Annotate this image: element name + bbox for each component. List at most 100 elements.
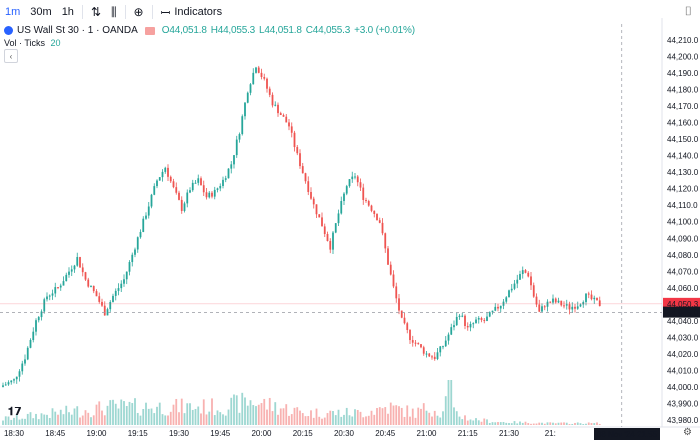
- candle-body: [158, 177, 161, 181]
- interval-1m-button[interactable]: 1m: [5, 6, 21, 18]
- candle-body: [552, 298, 554, 303]
- volume-bar: [334, 415, 337, 425]
- gear-icon[interactable]: ⚙: [683, 427, 692, 438]
- volume-bar: [450, 380, 453, 425]
- candle-body: [255, 67, 257, 73]
- bar-type-icon[interactable]: ⫼: [111, 4, 117, 19]
- volume-label[interactable]: Vol · Ticks: [4, 38, 46, 48]
- volume-bar: [359, 411, 362, 425]
- volume-bar: [510, 423, 513, 425]
- candle-body: [241, 116, 244, 135]
- volume-bar: [216, 410, 219, 425]
- candle-body: [211, 192, 213, 197]
- volume-bar: [202, 399, 205, 425]
- volume-bar: [123, 401, 125, 425]
- candle-body: [68, 271, 70, 275]
- price-tick-label: 44,040.0: [667, 317, 699, 326]
- volume-bar: [568, 424, 571, 425]
- candle-body: [326, 234, 329, 241]
- volume-bar: [480, 421, 483, 425]
- candle-body: [101, 301, 103, 306]
- volume-bar: [150, 408, 153, 425]
- candle-body: [351, 176, 354, 180]
- volume-bar: [98, 401, 101, 425]
- interval-30m-button[interactable]: 30m: [30, 6, 52, 18]
- volume-bar: [183, 413, 186, 425]
- candle-body: [450, 327, 453, 335]
- volume-bar: [189, 403, 191, 425]
- candle-body: [384, 233, 387, 249]
- candle-body: [191, 182, 194, 191]
- volume-bar: [315, 408, 318, 425]
- volume-bar: [422, 403, 425, 425]
- candle-body: [2, 385, 4, 387]
- candle-body: [263, 77, 266, 79]
- candle-body: [290, 126, 293, 133]
- volume-bar: [134, 398, 136, 425]
- volume-bar: [145, 402, 147, 425]
- candle-body: [296, 147, 299, 154]
- candle-body: [392, 274, 395, 287]
- volume-bar: [579, 423, 582, 425]
- volume-bar: [453, 407, 455, 425]
- volume-bar: [354, 409, 356, 425]
- candle-body: [200, 178, 202, 186]
- candle-body: [180, 199, 183, 211]
- candle-body: [532, 285, 535, 297]
- candle-type-icon[interactable]: ⇅: [90, 5, 101, 19]
- candle-body: [246, 92, 249, 103]
- candle-body: [112, 295, 114, 302]
- volume-bar: [326, 413, 329, 425]
- volume-bar: [524, 421, 527, 425]
- volume-bar: [499, 422, 502, 425]
- volume-bar: [502, 421, 505, 425]
- camera-icon[interactable]: ⌷: [684, 4, 692, 18]
- volume-bar: [433, 410, 436, 425]
- candle-body: [499, 305, 502, 309]
- price-tick-label: 44,170.0: [667, 102, 699, 111]
- ohlc-low: L44,051.8: [259, 25, 302, 36]
- volume-bar: [296, 407, 299, 425]
- volume-bar: [153, 413, 156, 425]
- collapse-legend-icon[interactable]: ‹: [4, 49, 18, 63]
- candle-body: [428, 353, 431, 357]
- volume-bar: [491, 422, 494, 425]
- volume-bar: [180, 398, 183, 425]
- volume-bar: [477, 420, 480, 425]
- volume-bar: [15, 413, 18, 425]
- candle-body: [128, 262, 131, 272]
- volume-bar: [233, 394, 235, 425]
- volume-bar: [90, 417, 92, 425]
- volume-bar: [142, 408, 145, 425]
- candle-body: [549, 301, 552, 303]
- candle-body: [477, 318, 480, 320]
- candle-body: [98, 296, 101, 302]
- volume-bar: [565, 422, 568, 425]
- symbol-name[interactable]: US Wall St 30 · 1 · OANDA: [17, 25, 138, 36]
- candle-body: [216, 188, 219, 190]
- price-tick-label: 44,070.0: [667, 267, 699, 276]
- volume-bar: [516, 423, 519, 425]
- volume-bar: [13, 417, 15, 425]
- candle-body: [367, 201, 370, 206]
- indicators-button[interactable]: ꟷ Indicators: [156, 0, 227, 24]
- candle-body: [447, 334, 450, 341]
- price-tick-label: 43,990.0: [667, 399, 699, 408]
- candle-body: [120, 283, 123, 289]
- volume-bar: [488, 422, 491, 425]
- volume-bar: [211, 398, 213, 425]
- volume-bar: [530, 423, 532, 425]
- volume-bar: [571, 423, 574, 425]
- candle-body: [271, 94, 274, 106]
- volume-bar: [26, 413, 29, 425]
- candle-body: [40, 311, 43, 318]
- candle-body: [21, 363, 24, 372]
- add-compare-icon[interactable]: ⊕: [133, 5, 144, 19]
- volume-bar: [35, 413, 37, 425]
- volume-bar: [329, 410, 332, 425]
- volume-bar: [57, 414, 59, 425]
- candle-body: [299, 153, 301, 167]
- candle-body: [123, 279, 125, 284]
- interval-1h-button[interactable]: 1h: [61, 6, 74, 18]
